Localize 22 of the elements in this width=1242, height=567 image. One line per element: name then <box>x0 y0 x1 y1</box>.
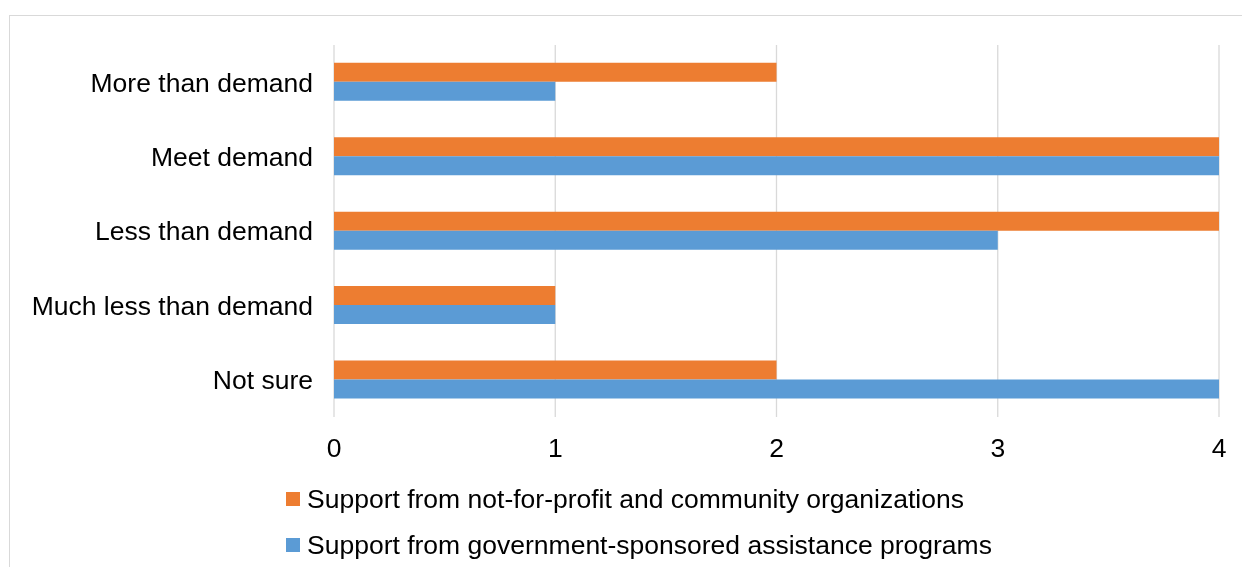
legend-label: Support from government-sponsored assistance programs <box>307 529 992 561</box>
x-tick-label: 4 <box>1211 432 1227 463</box>
y-tick-label: Not sure <box>212 365 313 396</box>
y-tick-label: Meet demand <box>150 142 313 173</box>
bar <box>334 379 1219 399</box>
bar <box>334 156 1219 176</box>
bar <box>334 286 556 306</box>
bar <box>334 137 1219 157</box>
y-tick-label: More than demand <box>90 67 313 98</box>
y-tick-label: Much less than demand <box>31 290 313 321</box>
y-tick-label: Less than demand <box>94 216 313 247</box>
x-tick-label: 1 <box>547 432 563 463</box>
bar <box>334 81 556 101</box>
bar <box>334 305 556 325</box>
legend-label: Support from not-for-profit and community organizations <box>307 483 964 515</box>
x-tick-label: 3 <box>990 432 1006 463</box>
x-tick-label: 0 <box>326 432 342 463</box>
bar <box>334 230 998 250</box>
bar <box>334 62 777 82</box>
bar <box>334 211 1219 231</box>
bar <box>334 360 777 380</box>
x-tick-label: 2 <box>769 432 784 463</box>
